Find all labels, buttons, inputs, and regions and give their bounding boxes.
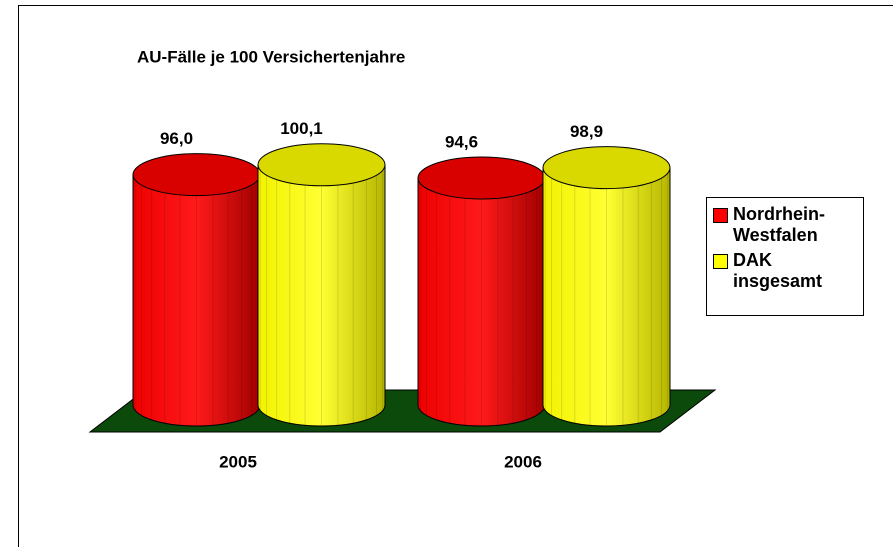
chart-border: [18, 5, 893, 547]
bar-top: [257, 143, 386, 187]
legend-label: DAK insgesamt: [733, 250, 823, 291]
bar-top: [542, 146, 671, 190]
value-label: 98,9: [570, 122, 603, 141]
legend-label: Nordrhein-Westfalen: [733, 204, 825, 245]
value-label: 94,6: [445, 132, 478, 151]
value-label: 96,0: [160, 129, 193, 148]
x-tick-label: 2005: [219, 452, 257, 471]
bar: [257, 164, 386, 427]
legend-swatch: [713, 208, 728, 223]
bar: [542, 167, 671, 427]
value-label: 100,1: [280, 119, 323, 138]
legend: Nordrhein-Westfalen DAK insgesamt: [706, 197, 864, 316]
legend-entry: DAK insgesamt: [711, 250, 859, 292]
bar-top: [132, 153, 261, 197]
bar: [417, 177, 546, 427]
chart-title: AU-Fälle je 100 Versichertenjahre: [137, 47, 405, 66]
legend-entry: Nordrhein-Westfalen: [711, 204, 859, 246]
legend-swatch: [713, 254, 728, 269]
x-tick-label: 2006: [504, 452, 542, 471]
bar-top: [417, 156, 546, 200]
bar: [132, 174, 261, 427]
